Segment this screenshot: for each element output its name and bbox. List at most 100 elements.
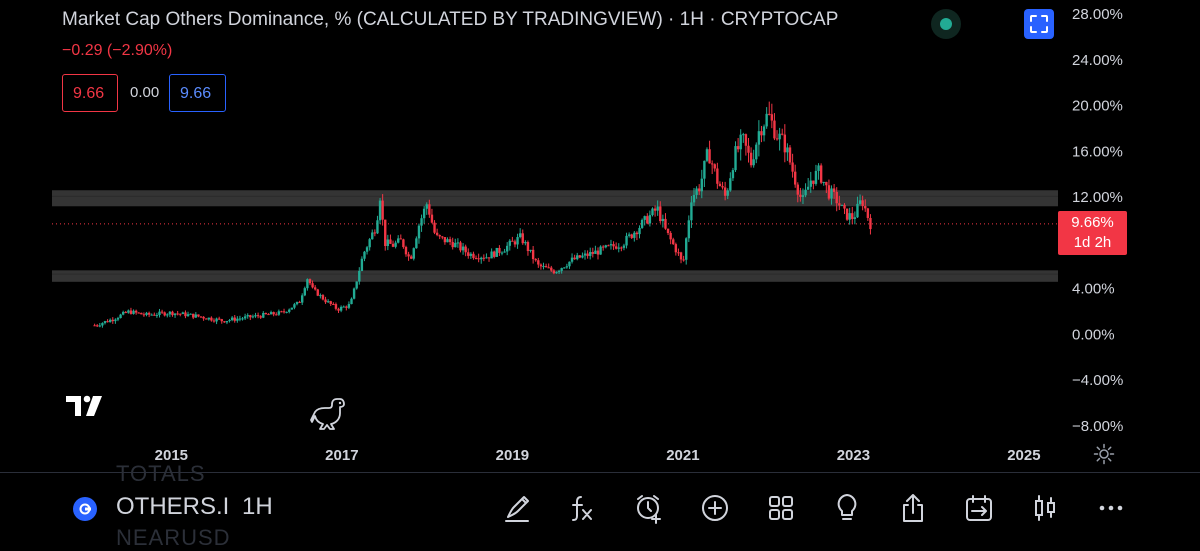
candle-body — [324, 299, 327, 303]
indicators-icon[interactable] — [564, 491, 598, 525]
candle-body — [111, 319, 114, 322]
symbol-name[interactable]: OTHERS.I — [116, 493, 230, 520]
layouts-icon[interactable] — [764, 491, 798, 525]
candle-body — [806, 186, 810, 190]
candle-body — [412, 248, 415, 259]
candle-body — [783, 134, 787, 153]
candle-body — [189, 313, 192, 315]
candle-body — [225, 321, 229, 323]
candle-body — [192, 313, 195, 318]
dinosaur-icon[interactable] — [310, 395, 350, 440]
candle-body — [363, 251, 366, 259]
candle-body — [114, 319, 117, 322]
candle-body — [147, 312, 151, 315]
chart-area[interactable]: 28.00%24.00%20.00%16.00%12.00%8.00%4.00%… — [0, 0, 1200, 470]
candle-body — [160, 311, 164, 313]
chart-type-icon[interactable] — [1028, 491, 1062, 525]
candle-body — [742, 134, 745, 136]
candle-body — [544, 266, 548, 268]
ideas-icon[interactable] — [830, 491, 864, 525]
candle-body — [570, 257, 574, 262]
market-status-icon[interactable] — [931, 9, 961, 39]
candle-body — [446, 239, 449, 243]
candle-body — [700, 178, 703, 192]
x-tick-label: 2023 — [837, 447, 870, 464]
candle-body — [617, 247, 620, 249]
candle-body — [355, 281, 358, 289]
candle-body — [744, 134, 748, 146]
candle-body — [791, 162, 794, 172]
candle-body — [220, 319, 223, 322]
candle-body — [599, 246, 602, 255]
price-chart[interactable]: 28.00%24.00%20.00%16.00%12.00%8.00%4.00%… — [0, 0, 1200, 470]
candle-body — [687, 220, 691, 239]
candle-body — [404, 247, 408, 255]
candle-body — [407, 254, 410, 257]
candle-body — [633, 232, 636, 238]
candle-body — [752, 159, 755, 166]
candle-body — [422, 208, 426, 219]
candle-body — [358, 270, 361, 282]
candle-body — [417, 225, 421, 239]
y-tick-label: 28.00% — [1072, 6, 1123, 23]
fullscreen-icon[interactable] — [1024, 9, 1054, 39]
bid-button[interactable]: 9.66 — [62, 74, 118, 112]
candle-body — [469, 253, 473, 256]
candle-body — [238, 318, 242, 320]
candle-body — [679, 252, 683, 260]
candle-body — [461, 246, 465, 251]
candle-body — [269, 312, 273, 315]
alert-icon[interactable] — [632, 491, 666, 525]
candle-body — [391, 243, 395, 247]
candle-body — [202, 316, 205, 319]
candle-body — [277, 311, 281, 315]
candle-body — [326, 301, 330, 303]
replay-icon[interactable] — [962, 491, 996, 525]
candle-body — [215, 318, 218, 322]
add-icon[interactable] — [698, 491, 732, 525]
candle-body — [142, 314, 146, 316]
candle-body — [627, 234, 631, 236]
candle-body — [168, 311, 172, 315]
symbol-scroller-next[interactable]: NEARUSD — [116, 525, 231, 550]
candle-body — [137, 312, 140, 314]
candle-body — [176, 313, 179, 315]
candle-body — [233, 317, 236, 321]
bottom-toolbar: TOTALS NEARUSD OTHERS.I 1H — [0, 461, 1200, 550]
candle-body — [786, 147, 789, 153]
candle-body — [799, 194, 802, 197]
candle-body — [495, 247, 499, 257]
ask-button[interactable]: 9.66 — [169, 74, 226, 112]
share-icon[interactable] — [896, 491, 930, 525]
candle-body — [376, 220, 379, 234]
candle-body — [230, 317, 234, 321]
y-tick-label: 0.00% — [1072, 326, 1115, 343]
candle-body — [425, 204, 428, 209]
candle-body — [316, 289, 319, 296]
candle-body — [402, 239, 405, 248]
draw-icon[interactable] — [500, 491, 534, 525]
candle-body — [858, 200, 862, 204]
candle-body — [830, 188, 833, 199]
candle-body — [293, 304, 296, 308]
candle-body — [804, 189, 807, 196]
x-tick-label: 2021 — [666, 447, 699, 464]
more-icon[interactable] — [1094, 491, 1128, 525]
settings-icon[interactable] — [1093, 443, 1115, 470]
interval-button[interactable]: 1H — [242, 493, 273, 520]
symbol-scroller-prev[interactable]: TOTALS — [116, 461, 206, 486]
candle-body — [646, 216, 649, 224]
candle-body — [851, 213, 854, 219]
candle-body — [249, 315, 252, 318]
candle-body — [163, 312, 166, 316]
candle-body — [529, 249, 532, 252]
candle-body — [311, 283, 314, 288]
candle-body — [454, 242, 457, 248]
candle-body — [521, 233, 524, 244]
candle-body — [630, 234, 633, 238]
candle-body — [677, 252, 680, 254]
candle-body — [726, 190, 729, 196]
candle-body — [485, 257, 488, 259]
candle-body — [101, 323, 104, 326]
candle-body — [493, 251, 496, 257]
